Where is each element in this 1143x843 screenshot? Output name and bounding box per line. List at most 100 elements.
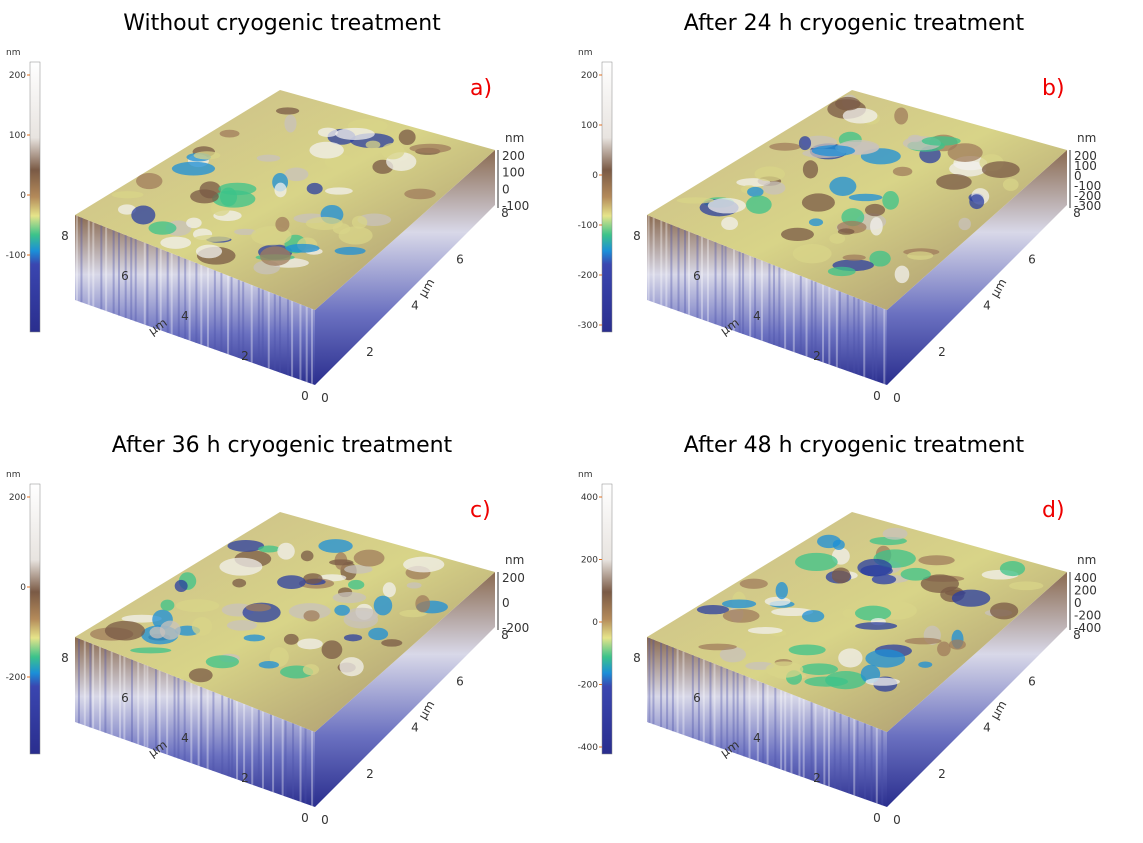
surface-feature (194, 235, 230, 242)
colorbar-unit: nm (578, 470, 592, 480)
surface-feature (366, 141, 381, 149)
panel-label: a) (470, 76, 492, 101)
colorbar-tick: 200 (9, 493, 26, 503)
right-axis-tick: 6 (456, 674, 464, 688)
surface-feature (894, 108, 908, 125)
z-axis-unit: nm (505, 553, 524, 567)
surface-feature (192, 617, 212, 636)
z-axis-tick: 0 (502, 182, 510, 196)
right-axis-tick: 0 (893, 391, 901, 405)
surface-feature (335, 128, 375, 140)
surface-feature (833, 540, 845, 550)
surface-feature (259, 661, 279, 669)
colorbar-tick: 200 (581, 71, 598, 81)
surface-feature (175, 580, 188, 592)
surface-feature (765, 597, 791, 606)
right-axis-tick: 6 (1028, 674, 1036, 688)
surface-feature (747, 187, 763, 197)
surface-feature (857, 559, 892, 577)
colorbar-tick: 0 (20, 583, 26, 593)
surface-feature (322, 640, 343, 659)
colorbar (30, 62, 40, 332)
surface-feature (404, 189, 435, 200)
surface-feature (374, 596, 393, 616)
surface-feature (277, 575, 306, 589)
z-axis-unit: nm (1077, 553, 1096, 567)
surface-feature (855, 606, 891, 621)
surface-feature (276, 107, 299, 114)
surface-feature (381, 639, 402, 647)
surface-feature (969, 194, 984, 209)
surface-feature (257, 155, 281, 162)
surface-feature (677, 197, 714, 203)
surface-feature (345, 608, 378, 622)
left-axis-tick: 2 (241, 771, 249, 785)
surface-feature (354, 550, 385, 567)
surface-feature (982, 161, 1020, 178)
surface-feature (409, 144, 451, 153)
panel-title: After 48 h cryogenic treatment (684, 433, 1025, 458)
left-axis-tick: 6 (693, 691, 701, 705)
surface-feature (130, 647, 171, 653)
panel-label: b) (1042, 76, 1065, 101)
right-axis-tick: 4 (411, 721, 419, 735)
surface-feature (219, 558, 262, 576)
colorbar-tick: 400 (581, 493, 598, 503)
surface-feature (246, 604, 271, 612)
surface-feature (301, 550, 314, 561)
surface-feature (882, 191, 899, 210)
left-axis-tick: 2 (241, 349, 249, 363)
colorbar-unit: nm (578, 48, 592, 58)
surface-feature (220, 130, 240, 138)
surface-feature (190, 189, 219, 203)
right-axis-tick: 8 (1073, 206, 1081, 220)
left-axis-tick: 8 (61, 229, 69, 243)
surface-feature (1009, 581, 1043, 590)
surface-feature (329, 559, 353, 565)
surface-feature (105, 621, 145, 641)
z-axis-tick: 100 (502, 166, 525, 180)
colorbar (30, 484, 40, 754)
surface-feature (893, 167, 913, 176)
surface-feature (795, 553, 838, 571)
surface-feature (838, 648, 862, 667)
surface-feature (804, 676, 848, 686)
surface-feature (832, 567, 851, 583)
left-axis-tick: 4 (753, 309, 761, 323)
surface-feature (189, 668, 213, 682)
surface-feature (918, 555, 954, 565)
surface-feature (297, 638, 323, 649)
z-axis-unit: nm (1077, 131, 1096, 145)
surface-feature (901, 568, 931, 581)
surface-feature (407, 582, 422, 588)
surface-feature (333, 592, 367, 603)
right-axis-tick: 6 (1028, 252, 1036, 266)
surface-feature (849, 194, 883, 201)
colorbar-unit: nm (6, 48, 20, 58)
z-axis-unit: nm (505, 131, 524, 145)
surface-feature (206, 655, 239, 668)
surface-feature (907, 251, 933, 259)
surface-feature (829, 177, 856, 196)
right-axis-tick: 8 (501, 206, 509, 220)
colorbar-tick: 200 (581, 556, 598, 566)
surface-feature (949, 640, 966, 650)
surface-feature (1000, 561, 1025, 576)
surface-feature (1003, 178, 1019, 191)
surface-feature (802, 193, 835, 211)
surface-feature (112, 191, 144, 198)
surface-feature (828, 267, 856, 276)
surface-feature (344, 634, 362, 641)
panel-title: Without cryogenic treatment (123, 11, 441, 36)
left-axis-tick: 2 (813, 771, 821, 785)
surface-feature (763, 181, 786, 194)
surface-feature (284, 115, 296, 133)
colorbar-tick: -200 (578, 681, 599, 691)
z-axis-tick: 200 (502, 571, 525, 585)
surface-feature (284, 168, 308, 182)
left-axis-tick: 4 (181, 309, 189, 323)
surface-feature (303, 664, 319, 675)
right-axis-tick: 0 (893, 813, 901, 827)
surface-feature (895, 266, 910, 284)
colorbar-unit: nm (6, 470, 20, 480)
